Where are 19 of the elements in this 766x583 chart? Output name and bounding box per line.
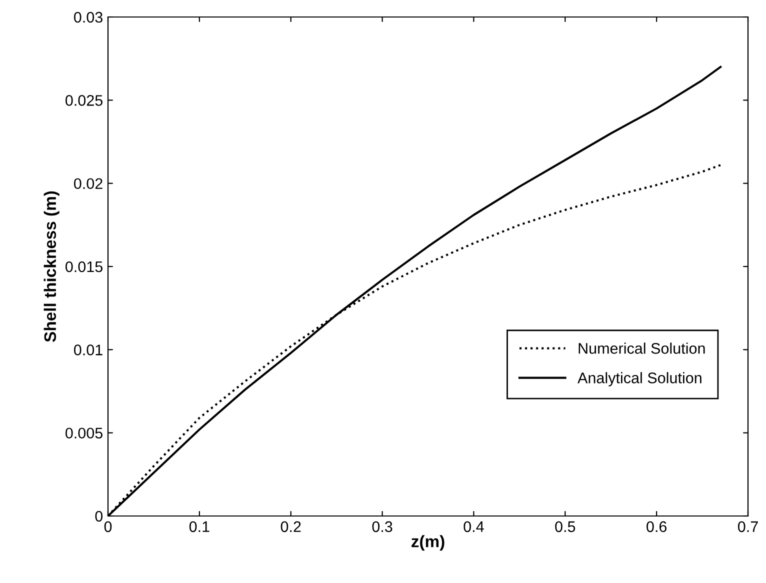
y-axis-title: Shell thickness (m) (44, 191, 60, 342)
x-tick-label: 0.6 (646, 521, 667, 532)
x-tick-label: 0.2 (280, 521, 301, 532)
y-tick-label: 0 (95, 510, 103, 522)
x-tick-label: 0.7 (738, 521, 758, 532)
y-tick-label: 0.015 (66, 261, 102, 272)
x-tick-label: 0.3 (372, 521, 392, 532)
legend-label: Numerical Solution (578, 342, 705, 354)
x-tick-label: 0.1 (189, 521, 210, 532)
y-tick-label: 0.005 (66, 428, 102, 439)
x-tick-label: 0 (104, 521, 112, 532)
legend-label: Analytical Solution (578, 372, 702, 386)
x-tick-label: 0.5 (555, 521, 576, 532)
x-tick-label: 0.4 (464, 521, 484, 532)
y-tick-label: 0.01 (74, 344, 102, 356)
x-axis-title: z(m) (412, 535, 444, 551)
y-tick-label: 0.02 (74, 178, 102, 190)
y-tick-label: 0.03 (74, 12, 102, 23)
y-tick-label: 0.025 (66, 95, 102, 106)
